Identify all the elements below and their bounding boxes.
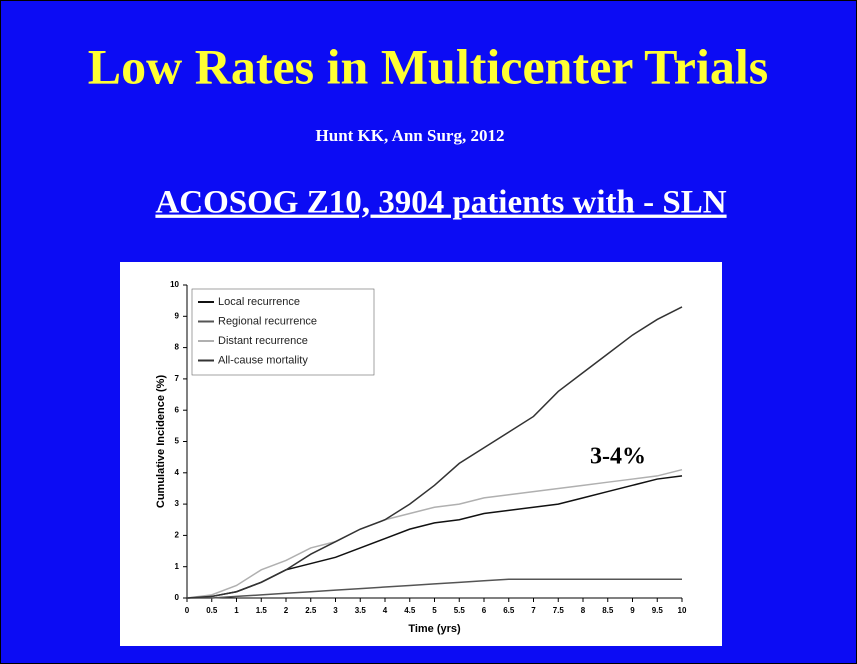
legend-label: Distant recurrence bbox=[218, 335, 308, 347]
y-tick-label: 4 bbox=[175, 468, 180, 477]
y-axis-label: Cumulative Incidence (%) bbox=[155, 375, 167, 509]
x-tick-label: 4 bbox=[383, 606, 388, 615]
y-tick-label: 8 bbox=[175, 343, 180, 352]
y-tick-label: 0 bbox=[175, 593, 180, 602]
x-tick-label: 6 bbox=[482, 606, 487, 615]
y-tick-label: 6 bbox=[175, 405, 180, 414]
x-tick-label: 7.5 bbox=[553, 606, 565, 615]
legend-box bbox=[191, 288, 375, 376]
slide-title: Low Rates in Multicenter Trials bbox=[88, 38, 769, 94]
x-tick-label: 1 bbox=[234, 606, 239, 615]
x-tick-label: 9 bbox=[630, 606, 635, 615]
x-tick-label: 10 bbox=[678, 606, 687, 615]
heading: ACOSOG Z10, 3904 patients with - SLN bbox=[155, 185, 726, 221]
x-axis-label: Time (yrs) bbox=[408, 623, 461, 635]
x-tick-label: 3.5 bbox=[355, 606, 367, 615]
citation: Hunt KK, Ann Surg, 2012 bbox=[316, 126, 505, 145]
x-tick-label: 4.5 bbox=[404, 606, 416, 615]
y-tick-label: 3 bbox=[175, 499, 180, 508]
legend-label: Local recurrence bbox=[218, 296, 300, 308]
x-tick-label: 5 bbox=[432, 606, 437, 615]
x-tick-label: 3 bbox=[333, 606, 338, 615]
x-tick-label: 2.5 bbox=[305, 606, 317, 615]
annotation: 3-4% bbox=[590, 444, 646, 470]
y-tick-label: 5 bbox=[175, 437, 180, 446]
legend-label: All-cause mortality bbox=[218, 354, 308, 366]
y-tick-label: 10 bbox=[170, 280, 179, 289]
legend-label: Regional recurrence bbox=[218, 315, 317, 327]
x-tick-label: 1.5 bbox=[256, 606, 268, 615]
x-tick-label: 0 bbox=[185, 606, 190, 615]
x-tick-label: 9.5 bbox=[652, 606, 664, 615]
x-tick-label: 5.5 bbox=[454, 606, 466, 615]
x-tick-label: 8 bbox=[581, 606, 586, 615]
x-tick-label: 6.5 bbox=[503, 606, 515, 615]
series-line bbox=[186, 306, 683, 599]
x-tick-label: 0.5 bbox=[206, 606, 218, 615]
x-tick-label: 2 bbox=[284, 606, 289, 615]
series-line bbox=[187, 578, 682, 599]
y-tick-label: 7 bbox=[175, 374, 180, 383]
x-tick-label: 8.5 bbox=[602, 606, 614, 615]
y-tick-label: 2 bbox=[175, 531, 180, 540]
series-line bbox=[186, 468, 683, 599]
y-tick-label: 9 bbox=[175, 311, 180, 320]
y-tick-label: 1 bbox=[175, 562, 180, 571]
x-tick-label: 7 bbox=[531, 606, 536, 615]
